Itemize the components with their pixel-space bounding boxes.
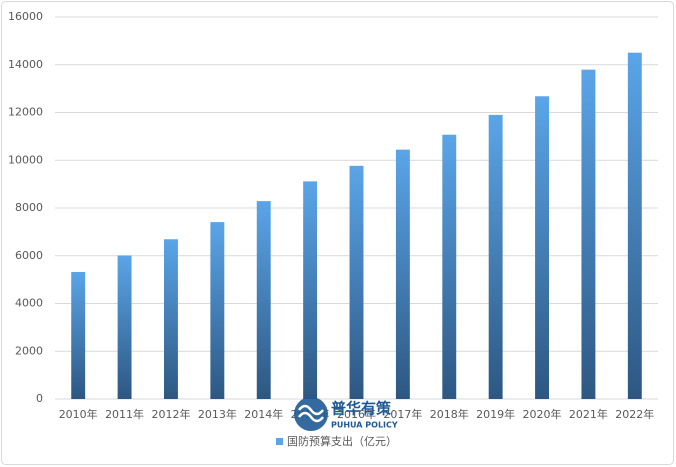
- x-tick-label: 2014年: [244, 407, 283, 421]
- bar: [442, 134, 457, 400]
- bar: [488, 114, 503, 399]
- bar: [71, 271, 86, 399]
- y-tick-label: 14000: [8, 58, 43, 71]
- bar: [164, 239, 178, 399]
- x-tick-label: 2018年: [430, 407, 469, 421]
- x-tick-label: 2017年: [383, 407, 422, 421]
- legend-swatch: [276, 438, 283, 445]
- y-tick-label: 10000: [8, 153, 43, 166]
- x-tick-label: 2022年: [615, 407, 654, 421]
- bar: [256, 201, 271, 399]
- x-tick-label: 2020年: [523, 407, 562, 421]
- y-tick-label: 2000: [15, 344, 43, 357]
- bar: [349, 165, 364, 399]
- y-tick-label: 0: [36, 392, 43, 405]
- y-tick-label: 12000: [8, 106, 43, 119]
- x-tick-label: 2019年: [476, 407, 515, 421]
- watermark-subtext: PUHUA POLICY: [331, 421, 398, 430]
- bar: [303, 181, 318, 399]
- bar: [210, 222, 225, 399]
- x-tick-label: 2013年: [198, 407, 237, 421]
- x-tick-label: 2012年: [151, 407, 190, 421]
- y-tick-label: 8000: [15, 201, 43, 214]
- bar: [117, 255, 132, 399]
- y-tick-label: 6000: [15, 249, 43, 262]
- bar: [395, 149, 410, 399]
- watermark-logo: [294, 397, 328, 431]
- watermark-text: 普华有策: [331, 400, 392, 418]
- y-tick-label: 16000: [8, 10, 43, 23]
- x-tick-label: 2021年: [569, 407, 608, 421]
- watermark-logo-mark: [298, 404, 324, 423]
- x-tick-label: 2010年: [59, 407, 98, 421]
- legend-label: 国防预算支出（亿元）: [287, 434, 397, 448]
- bar: [581, 69, 596, 399]
- y-tick-label: 4000: [15, 297, 43, 310]
- x-tick-label: 2016年: [337, 407, 376, 421]
- bar: [535, 96, 549, 399]
- bar: [627, 52, 642, 400]
- x-tick-label: 2011年: [105, 407, 144, 421]
